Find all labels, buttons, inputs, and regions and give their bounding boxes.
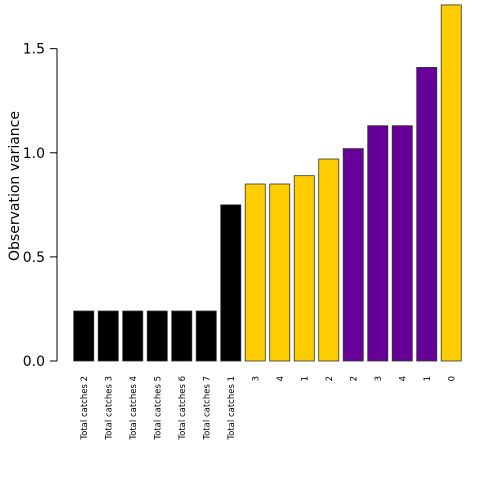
x-tick-label: 1 — [300, 376, 310, 381]
x-tick-label: 4 — [276, 376, 286, 381]
bar — [318, 158, 340, 362]
y-tick-label: 0.0 — [23, 354, 45, 370]
x-tick-label: 1 — [423, 376, 433, 381]
bar — [416, 66, 438, 362]
bar — [220, 204, 242, 362]
x-tick-label: Total catches 1 — [227, 376, 237, 441]
y-axis-title: Observation variance — [7, 111, 23, 261]
y-tick-label: 1.5 — [23, 42, 45, 58]
bar — [342, 148, 364, 362]
x-tick-label: Total catches 5 — [153, 376, 163, 441]
bar — [244, 183, 266, 362]
x-tick-label: 0 — [447, 376, 457, 381]
x-tick-label: 4 — [398, 376, 408, 381]
bar — [195, 310, 217, 362]
y-tick-label: 0.5 — [23, 250, 45, 266]
bar — [440, 4, 462, 362]
bar — [293, 175, 315, 362]
bar — [146, 310, 168, 362]
x-tick-label: 2 — [325, 376, 335, 381]
y-tick-label: 1.0 — [23, 146, 45, 162]
y-axis: 0.0 0.5 1.0 1.5 — [23, 42, 58, 370]
x-tick-label: 3 — [251, 376, 261, 381]
bar — [367, 125, 389, 362]
bar — [122, 310, 144, 362]
bar — [391, 125, 413, 362]
x-tick-label: Total catches 3 — [104, 376, 114, 441]
bar — [269, 183, 291, 362]
x-tick-label: Total catches 4 — [129, 376, 139, 441]
x-tick-label: Total catches 7 — [202, 376, 212, 441]
x-tick-label: Total catches 6 — [178, 376, 188, 441]
x-tick-labels: Total catches 2 Total catches 3 Total catc… — [80, 376, 458, 441]
bar — [97, 310, 119, 362]
x-tick-label: Total catches 2 — [80, 376, 90, 441]
x-tick-label: 3 — [374, 376, 384, 381]
x-tick-label: 2 — [349, 376, 359, 381]
bars — [73, 4, 462, 362]
bar — [73, 310, 95, 362]
bar — [171, 310, 193, 362]
